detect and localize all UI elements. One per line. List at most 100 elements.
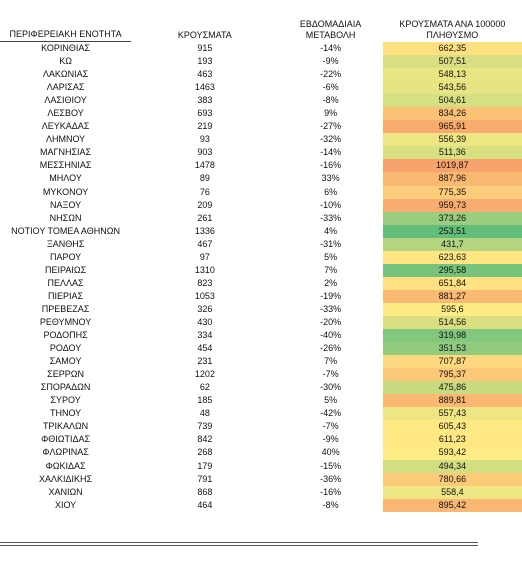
cases: 383 [197, 95, 213, 106]
table-row: ΜΑΓΝΗΣΙΑΣ 903 -14% 511,36 [0, 146, 522, 160]
cases-per-100k: 504,61 [382, 94, 522, 108]
cases: 326 [197, 303, 213, 314]
cases-per-100k: 253,51 [382, 224, 522, 238]
weekly-change: -42% [320, 408, 342, 419]
cases-per-100k: 662,35 [382, 41, 522, 56]
cases: 97 [199, 251, 210, 262]
cases-per-100k: 959,73 [382, 198, 522, 212]
table-row: ΜΗΛΟΥ 89 33% 887,96 [0, 172, 522, 186]
cases-per-100k: 494,34 [382, 459, 522, 473]
table-row: ΜΥΚΟΝΟΥ 76 6% 775,35 [0, 185, 522, 199]
cases-per-100k: 1019,87 [382, 159, 522, 173]
cases-per-100k: 611,23 [382, 433, 522, 447]
table-row: ΧΑΛΚΙΔΙΚΗΣ 791 -36% 780,66 [0, 472, 522, 486]
region: ΠΕΛΛΑΣ [47, 277, 84, 288]
weekly-change: 9% [324, 108, 338, 119]
region: ΝΑΞΟΥ [50, 199, 82, 210]
table-row: ΣΑΜΟΥ 231 7% 707,87 [0, 355, 522, 369]
cases: 93 [199, 134, 210, 145]
table-row: ΝΑΞΟΥ 209 -10% 959,73 [0, 198, 522, 212]
weekly-change: -36% [320, 473, 342, 484]
table-row: ΠΡΕΒΕΖΑΣ 326 -33% 595,6 [0, 302, 522, 316]
column-header: ΕΒΔΟΜΑΔΙΑΙΑ ΜΕΤΑΒΟΛΗ [299, 18, 362, 40]
weekly-change: -8% [322, 499, 339, 510]
table-row: ΠΕΛΛΑΣ 823 2% 651,84 [0, 276, 522, 290]
table-row: ΜΕΣΣΗΝΙΑΣ 1478 -16% 1019,87 [0, 159, 522, 173]
cases: 1053 [194, 290, 215, 301]
cases: 915 [197, 42, 213, 53]
region: ΦΛΩΡΙΝΑΣ [42, 447, 89, 458]
region: ΛΗΜΝΟΥ [45, 134, 86, 145]
cases-per-100k: 295,58 [382, 263, 522, 277]
weekly-change: -7% [322, 369, 339, 380]
weekly-change: -14% [320, 42, 342, 53]
cases-per-100k: 475,86 [382, 381, 522, 395]
cases: 62 [199, 382, 210, 393]
weekly-change: -9% [322, 56, 339, 67]
weekly-change: -14% [320, 147, 342, 158]
weekly-change: -16% [320, 486, 342, 497]
weekly-change: -20% [320, 317, 342, 327]
cases: 791 [197, 473, 213, 484]
cases-per-100k: 351,53 [382, 342, 522, 356]
cases: 842 [197, 434, 213, 445]
cases-per-100k: 651,84 [382, 276, 522, 290]
cases: 193 [197, 56, 213, 67]
table-row: ΡΕΘΥΜΝΟΥ 430 -20% 514,56 [0, 315, 522, 330]
cases-per-100k: 834,26 [382, 107, 522, 121]
table-row: ΣΠΟΡΑΔΩΝ 62 -30% 475,86 [0, 381, 522, 395]
cases: 209 [197, 199, 213, 210]
region: ΜΗΛΟΥ [49, 173, 82, 184]
table-row: ΦΛΩΡΙΝΑΣ 268 40% 593,42 [0, 446, 522, 460]
region: ΦΩΚΙΔΑΣ [45, 460, 86, 471]
table-row: ΤΡΙΚΑΛΩΝ 739 -7% 605,43 [0, 420, 522, 434]
table-row: ΦΩΚΙΔΑΣ 179 -15% 494,34 [0, 459, 522, 473]
cases: 1336 [194, 225, 215, 236]
region: ΜΥΚΟΝΟΥ [42, 186, 89, 197]
cases: 430 [197, 317, 213, 327]
weekly-change: -6% [322, 82, 339, 93]
cases-per-100k: 881,27 [382, 289, 522, 303]
cases: 76 [199, 186, 210, 197]
weekly-change: -22% [320, 69, 342, 80]
table-row: ΚΟΡΙΝΘΙΑΣ 915 -14% 662,35 [0, 41, 522, 56]
region: ΛΑΡΙΣΑΣ [46, 82, 85, 93]
region: ΤΡΙΚΑΛΩΝ [42, 421, 89, 432]
region: ΣΥΡΟΥ [50, 395, 81, 406]
weekly-change: -26% [320, 343, 342, 354]
table-row: ΠΙΕΡΙΑΣ 1053 -19% 881,27 [0, 289, 522, 303]
cases: 1202 [194, 369, 215, 380]
cases-per-100k: 965,91 [382, 120, 522, 134]
data-table: ΠΕΡΙΦΕΡΕΙΑΚΗ ΕΝΟΤΗΤΑ ΚΡΟΥΣΜΑΤΑ ΕΒΔΟΜΑΔΙΑΙΑ… [0, 12, 522, 512]
bottom-rule [0, 542, 478, 543]
cases-per-100k: 889,81 [382, 394, 522, 408]
table-row: ΤΗΝΟΥ 48 -42% 557,43 [0, 407, 522, 421]
weekly-change: -8% [322, 95, 339, 106]
table-row: ΧΙΟΥ 464 -8% 895,42 [0, 498, 522, 512]
weekly-change: 2% [324, 277, 338, 288]
cases: 185 [197, 395, 213, 406]
weekly-change: 33% [321, 173, 340, 184]
region: ΚΩ [59, 56, 72, 67]
cases: 219 [197, 121, 213, 132]
region: ΞΑΝΘΗΣ [46, 238, 85, 249]
cases: 739 [197, 421, 213, 432]
column-header: ΚΡΟΥΣΜΑΤΑ ΑΝΑ 100000 ΠΛΗΘΥΣΜΟ [399, 18, 506, 40]
weekly-change: 7% [324, 356, 338, 367]
cases: 868 [197, 486, 213, 497]
cases-per-100k: 556,39 [382, 133, 522, 147]
cases-per-100k: 605,43 [382, 420, 522, 434]
region: ΠΡΕΒΕΖΑΣ [41, 303, 90, 314]
cases: 1478 [194, 160, 215, 171]
cases-per-100k: 511,36 [382, 146, 522, 160]
weekly-change: -10% [320, 199, 342, 210]
cases: 467 [197, 238, 213, 249]
cases: 179 [197, 460, 213, 471]
region: ΣΑΜΟΥ [49, 356, 82, 367]
region: ΜΑΓΝΗΣΙΑΣ [40, 147, 92, 158]
cases: 231 [197, 356, 213, 367]
cases-per-100k: 543,56 [382, 81, 522, 95]
region: ΛΑΣΙΘΙΟΥ [44, 95, 87, 106]
cases-per-100k: 548,13 [382, 68, 522, 82]
region: ΝΟΤΙΟΥ ΤΟΜΕΑ ΑΘΗΝΩΝ [11, 225, 120, 236]
